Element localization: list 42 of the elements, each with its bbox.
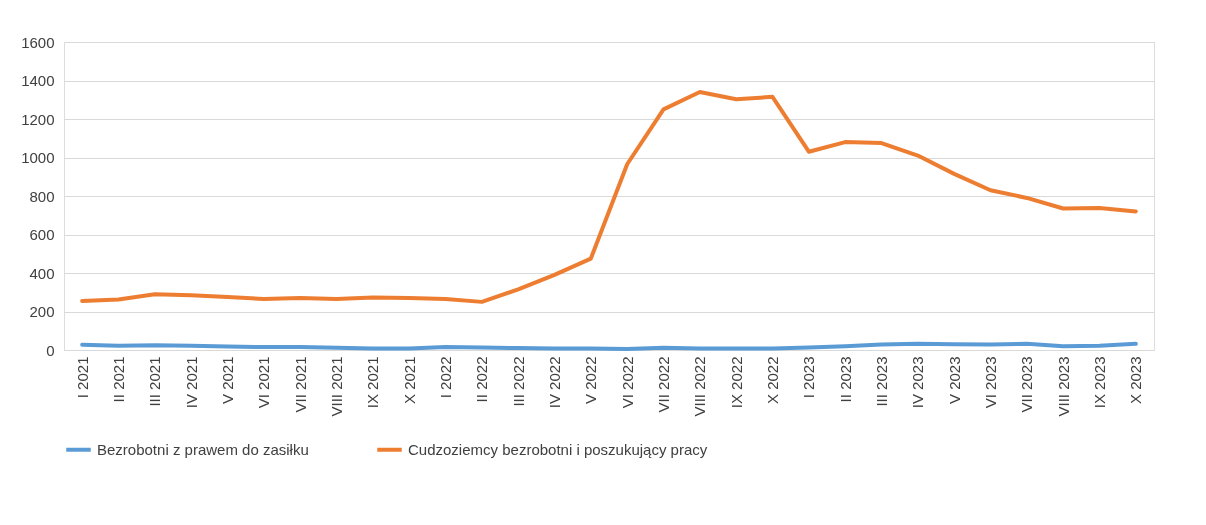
x-tick-label: VIII 2023 — [1054, 356, 1072, 417]
x-tick-label: X 2022 — [764, 356, 781, 405]
x-tick-label: X 2021 — [400, 356, 418, 405]
y-tick-label: 800 — [29, 187, 55, 205]
x-tick-label: VI 2021 — [255, 356, 273, 409]
x-tick-label: I 2022 — [437, 356, 454, 399]
x-tick-label: II 2023 — [836, 356, 854, 403]
x-tick-label: II 2021 — [110, 356, 127, 403]
legend-label: Cudzoziemcy bezrobotni i poszukujący pracy — [408, 440, 708, 458]
x-tick-label: VII 2023 — [1018, 356, 1036, 413]
x-tick-label: IX 2021 — [364, 356, 382, 409]
y-tick-label: 200 — [29, 303, 55, 320]
x-tick-label: VII 2022 — [655, 356, 672, 413]
x-tick-label: I 2021 — [73, 356, 91, 399]
y-tick-label: 400 — [29, 264, 55, 282]
x-tick-label: III 2021 — [146, 356, 164, 407]
y-tick-label: 1000 — [21, 149, 55, 166]
x-tick-label: X 2023 — [1127, 356, 1145, 405]
x-tick-label: IX 2023 — [1091, 356, 1108, 409]
x-tick-label: VIII 2022 — [691, 356, 709, 417]
x-tick-label: V 2021 — [219, 356, 236, 405]
x-tick-label: IV 2022 — [546, 356, 563, 409]
x-tick-label: VII 2021 — [291, 356, 309, 413]
x-tick-label: IX 2022 — [727, 356, 745, 409]
x-tick-label: VIII 2021 — [328, 356, 345, 417]
x-tick-label: II 2022 — [473, 356, 491, 403]
x-tick-label: IV 2023 — [909, 356, 927, 409]
x-tick-label: VI 2022 — [618, 356, 636, 409]
x-tick-label: V 2023 — [945, 356, 963, 405]
x-tick-label: V 2022 — [582, 356, 600, 405]
y-tick-label: 1600 — [21, 33, 55, 51]
y-tick-label: 1400 — [21, 72, 55, 89]
line-series — [80, 90, 1138, 304]
x-tick-label: I 2023 — [800, 356, 818, 399]
legend-label: Bezrobotni z prawem do zasiłku — [97, 440, 309, 458]
y-tick-label: 0 — [46, 341, 55, 359]
x-tick-label: IV 2021 — [182, 356, 200, 409]
x-tick-label: VI 2023 — [982, 356, 999, 409]
x-tick-label: III 2022 — [509, 356, 527, 407]
y-tick-label: 600 — [29, 226, 55, 243]
y-tick-label: 1200 — [21, 110, 55, 128]
x-tick-label: III 2023 — [873, 356, 890, 407]
